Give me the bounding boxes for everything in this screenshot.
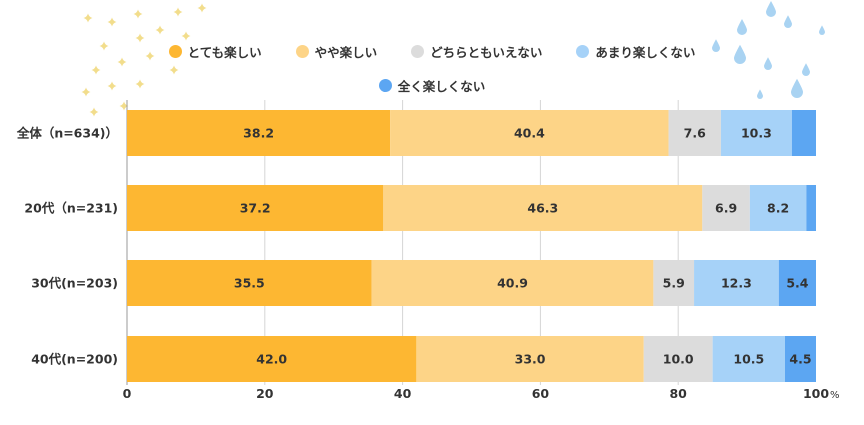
bar-segment [806,185,816,231]
sparkle-icon [89,107,99,117]
bar-segment [712,336,785,382]
bar-segment [416,336,644,382]
bar-segment [383,185,703,231]
sparkle-icon [99,41,109,51]
x-tick-label: 40 [394,386,412,401]
raindrop-icon [734,44,746,64]
data-label: 8.2 [767,201,789,216]
raindrop-icon [712,39,720,52]
sparkle-icon [169,65,179,75]
legend-label: 全く楽しくない [397,79,486,94]
raindrop-icon [819,25,825,35]
legend-label: やや楽しい [314,45,378,60]
x-tick-label: 20 [256,386,274,401]
raindrop-icon [757,89,763,99]
sparkle-icon [91,65,101,75]
data-label: 7.6 [684,126,706,141]
data-label: 10.0 [663,352,694,367]
legend-item: やや楽しい [295,42,378,61]
data-label: 4.5 [789,352,811,367]
data-label: 33.0 [515,352,546,367]
raindrop-icon [791,78,803,98]
bar-segment [778,260,816,306]
bar-segment [127,260,372,306]
raindrop-icon [802,63,810,76]
data-label: 5.9 [663,276,685,291]
data-label: 6.9 [715,201,737,216]
bar-segment [127,185,384,231]
legend-swatch [411,45,425,58]
sparkle-icon [107,17,117,27]
sparkle-icon [155,25,165,35]
bar-segment [702,185,750,231]
legend-row-1: とても楽しい やや楽しい どちらともいえない あまり楽しくない [0,42,864,61]
bar-segment [643,336,713,382]
data-label: 10.5 [733,352,764,367]
raindrop-icon [737,19,747,35]
x-tick-label: 0 [123,386,132,401]
x-tick-labels: 0 20 40 60 80 100% [123,386,840,401]
sparkle-icon [197,3,207,13]
legend-swatch [295,45,309,58]
category-label: 20代（n=231) [24,201,118,216]
sparkle-icon [181,31,191,41]
bar-segment [668,110,721,156]
decoration [81,1,825,117]
legend-item: どちらともいえない [411,42,542,61]
raindrop-icon [764,57,772,70]
data-label: 40.4 [514,126,545,141]
sparkle-icon [145,51,155,61]
category-label: 40代(n=200) [31,352,118,367]
legend-item: 全く楽しくない [378,76,486,95]
bar-segment [784,336,816,382]
sparkle-icon [133,9,143,19]
bar-segment [720,110,792,156]
legend-row-2: 全く楽しくない [0,76,864,95]
sparkle-icon [107,81,117,91]
legend-item: とても楽しい [168,42,262,61]
bar-segment [791,110,816,156]
sparkle-icon [81,87,91,97]
sparkle-icon [117,57,127,67]
legend-label: どちらともいえない [430,45,543,60]
category-label: 30代(n=203) [31,276,118,291]
bar-segment [749,185,807,231]
x-tick-label: 80 [669,386,687,401]
data-label: 35.5 [234,276,265,291]
bar-segment [127,110,391,156]
sparkle-icon [173,7,183,17]
legend-swatch [378,79,392,92]
bar-segment [127,336,417,382]
category-label: 全体（n=634)） [16,126,118,141]
legend-label: あまり楽しくない [595,45,696,60]
data-label: 12.3 [721,276,752,291]
data-label: 37.2 [240,201,271,216]
sparkle-icon [135,79,145,89]
category-labels: 全体（n=634)） 20代（n=231) 30代(n=203) 40代(n=200) [16,126,118,367]
data-label: 40.9 [497,276,528,291]
legend-swatch [168,45,182,58]
legend-label: とても楽しい [187,45,262,60]
bar-segment [390,110,669,156]
bar-segment [694,260,779,306]
data-label: 10.3 [741,126,772,141]
data-label: 38.2 [243,126,274,141]
data-label: 46.3 [527,201,558,216]
raindrop-icon [784,15,792,28]
bar-segment [653,260,695,306]
legend-swatch [576,45,590,58]
data-label: 5.4 [786,276,808,291]
sparkle-icon [119,101,129,111]
raindrop-icon [766,1,776,17]
bars: 38.2 40.4 7.6 10.3 37.2 46.3 6.9 8.2 35.5 40.9 5.9… [127,110,816,382]
x-tick-label: 100 [803,386,829,401]
sparkle-icon [83,13,93,23]
sparkle-icon [135,33,145,43]
x-tick-label: 60 [532,386,550,401]
legend-item: あまり楽しくない [576,42,695,61]
bar-segment [371,260,654,306]
data-label: 42.0 [256,352,287,367]
x-unit-label: % [830,390,840,401]
